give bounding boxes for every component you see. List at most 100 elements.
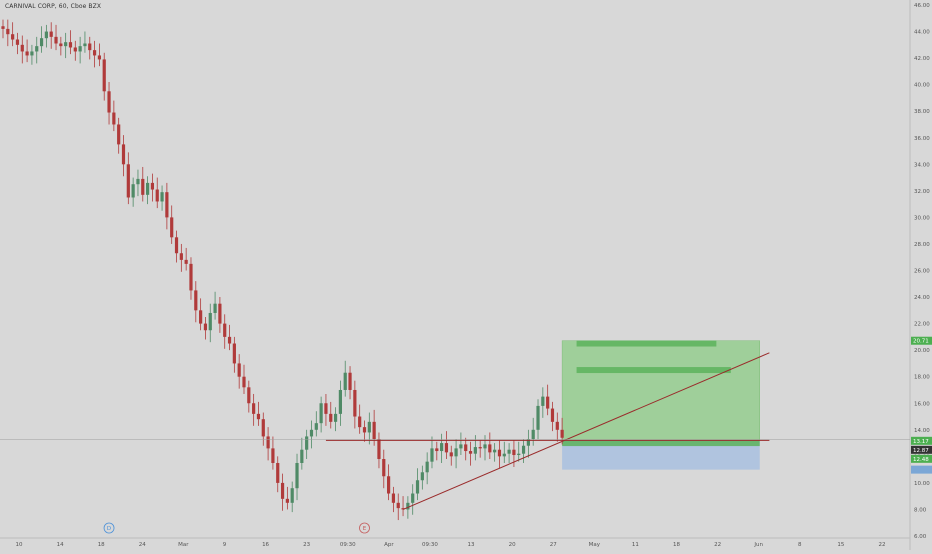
y-tick-label: 14.00 (914, 428, 930, 434)
candle-body (320, 403, 323, 423)
x-tick-label: 14 (57, 542, 64, 548)
candle-body (238, 363, 241, 376)
candle-body (464, 444, 467, 451)
target-bar[interactable] (577, 341, 717, 347)
candle-body (16, 40, 19, 45)
candle-body (503, 454, 506, 457)
x-tick-label: 10 (16, 542, 23, 548)
candle-body (271, 448, 274, 463)
x-tick-label: Jun (753, 542, 763, 548)
candle-body (474, 447, 477, 454)
candle-body (291, 488, 294, 503)
candle-body (426, 462, 429, 473)
price-badge-label: 12.87 (913, 448, 929, 454)
candle-body (334, 414, 337, 422)
candle-body (127, 164, 130, 197)
candle-body (276, 463, 279, 483)
candle-body (387, 476, 390, 493)
x-tick-label: 18 (98, 542, 105, 548)
x-tick-label: 9 (223, 542, 227, 548)
candle-body (40, 38, 43, 46)
candle-body (175, 237, 178, 253)
position-zones (562, 341, 760, 470)
candle-body (300, 450, 303, 463)
candle-body (392, 494, 395, 503)
candles (1, 20, 563, 520)
grid (0, 0, 910, 550)
candle-body (74, 47, 77, 51)
y-tick-label: 24.00 (914, 295, 930, 301)
candle-body (416, 480, 419, 493)
y-tick-label: 10.00 (914, 481, 930, 487)
candle-body (561, 430, 564, 438)
candle-body (517, 454, 520, 455)
candle-body (112, 113, 115, 125)
candle-body (209, 313, 212, 330)
candle-body (165, 192, 168, 217)
candle-body (156, 190, 159, 202)
candle-body (252, 403, 255, 414)
y-tick-label: 44.00 (914, 30, 930, 36)
y-tick-label: 32.00 (914, 189, 930, 195)
candle-body (305, 436, 308, 449)
candle-body (344, 373, 347, 390)
x-tick-label: 11 (632, 542, 639, 548)
price-badge-label: 20.71 (913, 339, 929, 345)
candle-body (329, 414, 332, 422)
candle-body (194, 290, 197, 310)
x-tick-label: 24 (139, 542, 146, 548)
candle-body (79, 46, 82, 51)
x-tick-label: 09:30 (422, 542, 438, 548)
candle-body (450, 452, 453, 456)
candle-body (93, 50, 96, 55)
candle-body (180, 253, 183, 260)
candle-body (233, 344, 236, 364)
candle-body (64, 42, 67, 46)
candle-body (373, 422, 376, 439)
x-tick-label: 27 (550, 542, 557, 548)
x-tick-label: 13 (468, 542, 475, 548)
candle-body (122, 144, 125, 164)
candle-body (488, 444, 491, 452)
profit-zone[interactable] (562, 341, 760, 441)
symbol-title: CARNIVAL CORP, 60, Cboe BZX (5, 3, 101, 10)
x-tick-label: 20 (509, 542, 516, 548)
candle-body (508, 450, 511, 454)
x-tick-label: 18 (673, 542, 680, 548)
candle-body (382, 459, 385, 476)
candle-body (551, 409, 554, 422)
candle-body (189, 264, 192, 291)
candle-body (103, 59, 106, 91)
candle-body (498, 450, 501, 457)
candle-body (88, 43, 91, 50)
candle-body (69, 42, 72, 47)
candle-body (132, 184, 135, 197)
target-bar[interactable] (577, 367, 731, 373)
candle-body (353, 390, 356, 417)
candle-body (532, 430, 535, 439)
target-bar[interactable] (562, 440, 760, 446)
candle-body (459, 444, 462, 448)
candle-body (556, 422, 559, 430)
y-tick-label: 20.00 (914, 348, 930, 354)
x-tick-label: 22 (714, 542, 721, 548)
x-tick-label: Mar (178, 542, 189, 548)
candle-body (11, 34, 14, 39)
candle-body (151, 183, 154, 190)
candle-body (213, 304, 216, 313)
candle-body (146, 183, 149, 195)
y-tick-label: 42.00 (914, 56, 930, 62)
y-tick-label: 46.00 (914, 3, 930, 9)
candle-body (267, 436, 270, 448)
x-tick-label: 8 (798, 542, 802, 548)
candle-body (262, 419, 265, 436)
candle-body (435, 448, 438, 451)
candle-body (223, 324, 226, 337)
candle-body (430, 448, 433, 461)
candle-body (199, 310, 202, 323)
y-tick-label: 22.00 (914, 322, 930, 328)
candle-body (397, 503, 400, 508)
candle-body (522, 446, 525, 454)
